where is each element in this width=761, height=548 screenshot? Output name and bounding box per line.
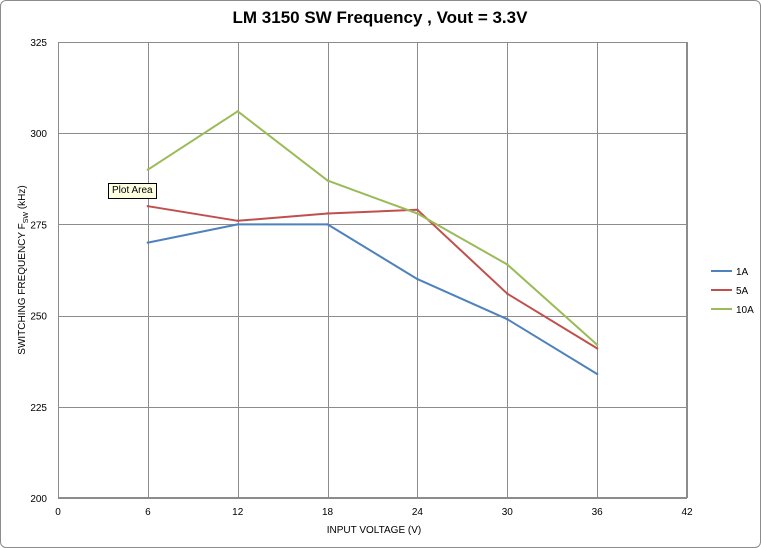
x-tick-label: 24	[412, 507, 424, 518]
data-point-5a	[236, 219, 239, 222]
y-axis-label: SWITCHING FREQUENCY FSW (kHz)	[17, 185, 30, 354]
y-tick-label: 300	[30, 129, 47, 140]
x-tick-label: 6	[145, 507, 151, 518]
x-tick-label: 42	[681, 507, 693, 518]
data-point-5a	[326, 212, 329, 215]
data-point-10a	[326, 179, 329, 182]
data-point-10a	[416, 212, 419, 215]
x-tick-label: 0	[55, 507, 61, 518]
chart-title: LM 3150 SW Frequency , Vout = 3.3V	[233, 8, 529, 27]
data-point-1a	[236, 223, 239, 226]
data-point-10a	[146, 168, 150, 171]
data-point-1a	[506, 318, 509, 321]
plot-area[interactable]	[58, 42, 688, 499]
data-point-10a	[236, 110, 239, 113]
data-point-5a	[506, 292, 509, 295]
y-axis-label-unit: (kHz)	[17, 185, 28, 212]
y-axis-label-subscript: SW	[23, 212, 30, 224]
series-line-1a	[146, 223, 599, 375]
y-tick-label: 325	[30, 38, 47, 49]
legend-label-5a: 5A	[736, 286, 749, 297]
data-point-5a	[595, 347, 599, 350]
y-axis-ticks: 200 225 250 275 300 325	[30, 38, 47, 505]
x-tick-label: 18	[322, 507, 334, 518]
data-point-10a	[506, 263, 509, 266]
plot-area-tooltip: Plot Area	[108, 183, 157, 199]
data-point-1a	[146, 241, 150, 244]
data-point-10a	[595, 343, 599, 346]
legend: 1A 5A 10A	[711, 267, 754, 316]
x-axis-ticks: 0 6 12 18 24 30 36 42	[55, 507, 693, 518]
data-point-1a	[326, 223, 329, 226]
y-tick-label: 200	[30, 494, 47, 505]
data-point-5a	[146, 204, 150, 208]
x-tick-label: 36	[592, 507, 604, 518]
x-tick-label: 30	[502, 507, 514, 518]
data-point-5a	[416, 208, 419, 212]
series-line-5a	[146, 205, 599, 350]
y-tick-label: 225	[30, 403, 47, 414]
legend-label-10a: 10A	[736, 305, 754, 316]
data-series	[146, 110, 599, 376]
y-tick-label: 250	[30, 312, 47, 323]
x-tick-label: 12	[232, 507, 244, 518]
data-point-1a	[416, 277, 419, 281]
y-axis-label-main: SWITCHING FREQUENCY F	[17, 223, 28, 354]
series-line-10a	[146, 110, 599, 346]
y-tick-label: 275	[30, 220, 47, 231]
legend-label-1a: 1A	[736, 267, 749, 278]
x-axis-label: INPUT VOLTAGE (V)	[327, 525, 421, 536]
data-point-1a	[595, 372, 599, 376]
